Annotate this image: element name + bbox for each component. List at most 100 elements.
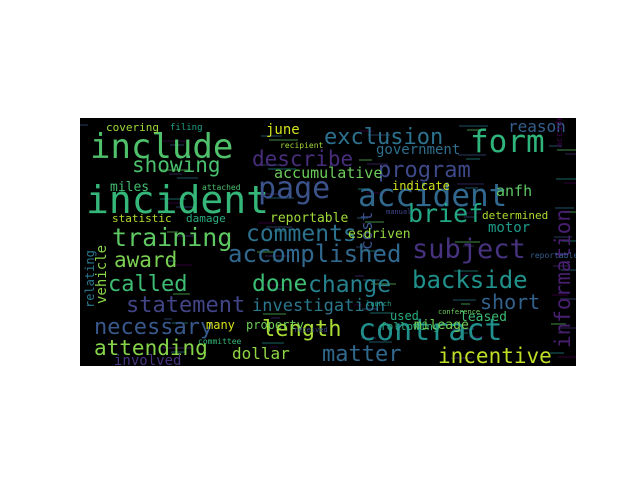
cloud-word: accident <box>358 178 507 214</box>
filler-mark <box>262 342 284 344</box>
filler-mark <box>176 206 196 208</box>
filler-mark <box>556 178 576 180</box>
cloud-word: incentive <box>438 344 552 366</box>
filler-mark <box>458 154 486 156</box>
filler-mark <box>561 269 576 271</box>
cloud-word: june <box>266 122 300 138</box>
cloud-word: reportable <box>530 251 576 260</box>
filler-mark <box>462 274 472 276</box>
filler-mark <box>360 130 374 132</box>
cloud-word: comments <box>246 221 357 247</box>
filler-mark <box>371 283 396 285</box>
cloud-word: called <box>108 272 187 297</box>
filler-mark <box>169 173 182 175</box>
filler-mark <box>453 299 476 301</box>
filler-mark <box>270 346 278 348</box>
filler-mark <box>80 124 88 126</box>
cloud-word: showing <box>132 153 221 177</box>
filler-mark <box>564 182 576 184</box>
cloud-word: information <box>551 209 575 348</box>
filler-mark <box>269 139 298 141</box>
cloud-word: launch <box>366 300 391 308</box>
filler-mark <box>172 322 188 324</box>
cloud-word: include <box>90 127 233 167</box>
filler-mark <box>364 250 382 252</box>
filler-mark <box>468 336 484 338</box>
filler-mark <box>355 275 364 277</box>
cloud-word: form <box>470 124 545 160</box>
filler-mark <box>166 260 176 262</box>
cloud-word: subject <box>412 234 526 265</box>
cloud-word: done <box>252 271 307 297</box>
cloud-word: conference <box>438 308 480 316</box>
filler-mark <box>464 216 476 218</box>
filler-mark <box>271 317 280 319</box>
filler-mark <box>554 236 572 238</box>
filler-mark <box>452 328 474 330</box>
filler-mark <box>167 231 178 233</box>
cloud-word: accumulative <box>274 164 382 182</box>
cloud-word: attending <box>94 336 208 360</box>
cloud-word: filing <box>170 123 203 133</box>
filler-mark <box>370 312 394 314</box>
cloud-word: reason <box>508 118 566 136</box>
cloud-word: esdriven <box>348 227 411 242</box>
filler-mark <box>365 221 384 223</box>
filler-mark <box>174 264 192 266</box>
filler-mark <box>559 327 576 329</box>
cloud-word: matter <box>322 342 401 366</box>
filler-mark <box>552 294 568 296</box>
cloud-word: investigation <box>252 296 385 316</box>
filler-mark <box>560 298 576 300</box>
cloud-word: program <box>378 158 471 183</box>
filler-mark <box>160 198 186 200</box>
filler-mark <box>274 230 286 232</box>
filler-mark <box>263 313 286 315</box>
filler-mark <box>454 270 478 272</box>
filler-mark <box>175 235 194 237</box>
filler-mark <box>563 211 576 213</box>
cloud-word: leased <box>460 310 507 325</box>
filler-mark <box>553 265 570 267</box>
cloud-word: used <box>390 309 419 323</box>
filler-mark <box>555 207 574 209</box>
cloud-word: committee <box>198 337 242 346</box>
cloud-word: property <box>246 318 304 332</box>
cloud-word: length <box>262 317 341 342</box>
cloud-word: change <box>308 272 391 298</box>
cloud-word: accident <box>555 118 565 148</box>
cloud-word: reportable <box>270 211 348 226</box>
filler-mark <box>550 352 564 354</box>
cloud-word: vehicle <box>94 245 110 304</box>
filler-mark <box>461 303 470 305</box>
filler-mark <box>168 202 180 204</box>
cloud-word: damage <box>186 212 226 225</box>
filler-mark <box>171 351 186 353</box>
cloud-word: contract <box>358 313 503 348</box>
filler-mark <box>457 183 484 185</box>
cloud-word: award <box>114 248 177 272</box>
cloud-word: received <box>294 326 328 334</box>
filler-mark <box>161 169 188 171</box>
cloud-word: accomplished <box>228 240 401 268</box>
cloud-word: recipient <box>280 141 324 150</box>
cloud-word: exclusion <box>324 125 443 150</box>
filler-mark <box>356 246 366 248</box>
filler-mark <box>451 357 472 359</box>
filler-mark <box>465 187 478 189</box>
filler-mark <box>265 255 290 257</box>
cloud-word: attached <box>202 183 241 192</box>
filler-mark <box>358 188 370 190</box>
filler-mark <box>557 149 576 151</box>
cloud-word: statement <box>126 293 245 318</box>
filler-mark <box>362 308 378 310</box>
filler-mark <box>267 197 294 199</box>
cloud-word: cost <box>357 211 376 250</box>
cloud-word: page <box>258 171 330 206</box>
cloud-word: covering <box>106 121 159 134</box>
filler-mark <box>259 193 278 195</box>
filler-mark <box>363 279 380 281</box>
filler-mark <box>264 284 288 286</box>
cloud-word: training <box>112 223 232 252</box>
